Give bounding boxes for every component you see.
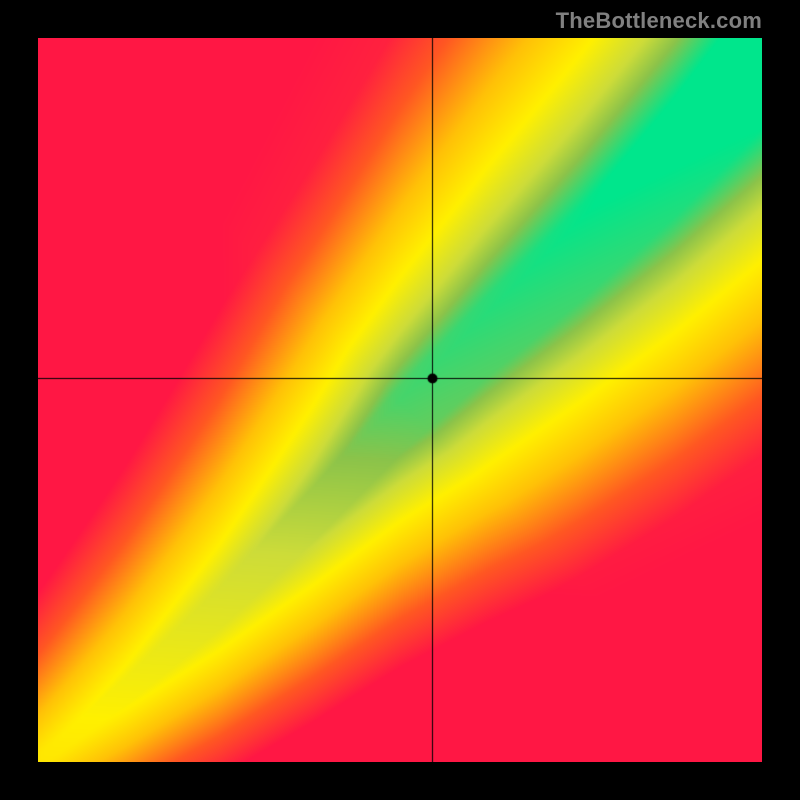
heatmap-plot — [38, 38, 762, 762]
heatmap-canvas — [38, 38, 762, 762]
watermark-text: TheBottleneck.com — [556, 8, 762, 34]
